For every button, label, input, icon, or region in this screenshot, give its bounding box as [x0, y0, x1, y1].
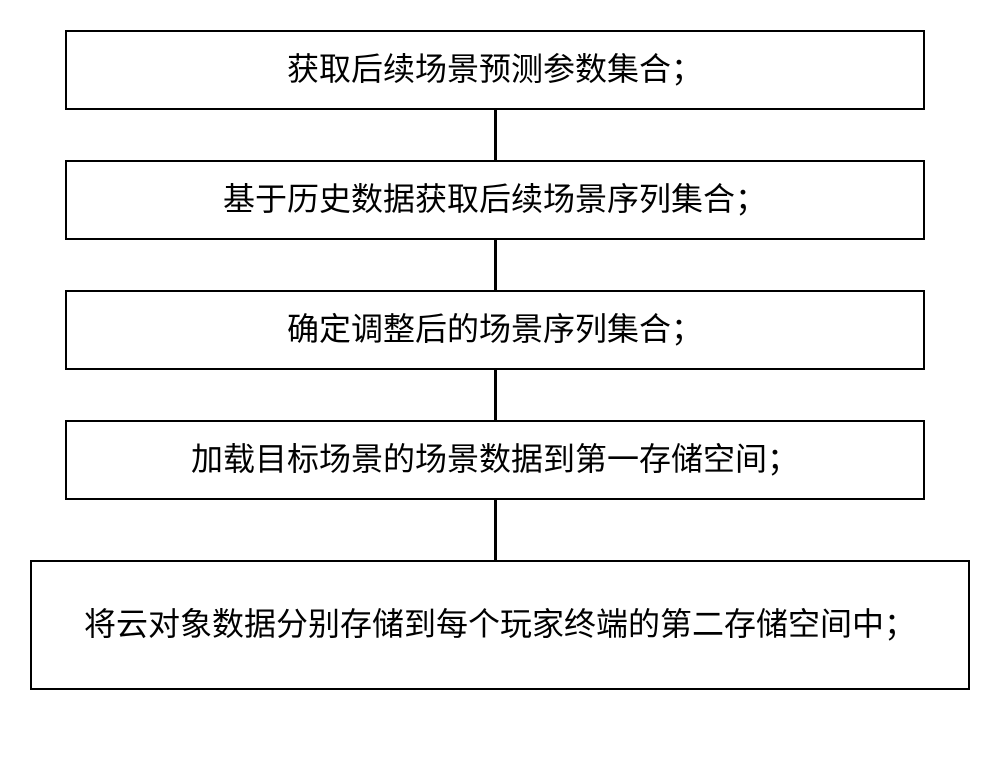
flow-edge-n4-n5: [494, 500, 497, 560]
flow-node-n1: 获取后续场景预测参数集合；: [65, 30, 925, 110]
flow-node-label: 基于历史数据获取后续场景序列集合；: [223, 179, 767, 221]
flow-node-n3: 确定调整后的场景序列集合；: [65, 290, 925, 370]
flow-edge-n2-n3: [494, 240, 497, 290]
flow-node-label: 加载目标场景的场景数据到第一存储空间；: [191, 439, 799, 481]
flow-edge-n3-n4: [494, 370, 497, 420]
flowchart-canvas: 获取后续场景预测参数集合； 基于历史数据获取后续场景序列集合； 确定调整后的场景序列…: [0, 0, 1000, 760]
flow-node-n4: 加载目标场景的场景数据到第一存储空间；: [65, 420, 925, 500]
flow-node-n5: 将云对象数据分别存储到每个玩家终端的第二存储空间中；: [30, 560, 970, 690]
flow-node-label: 将云对象数据分别存储到每个玩家终端的第二存储空间中；: [84, 604, 916, 646]
flow-node-label: 确定调整后的场景序列集合；: [287, 309, 703, 351]
flow-node-label: 获取后续场景预测参数集合；: [287, 49, 703, 91]
flow-edge-n1-n2: [494, 110, 497, 160]
flow-node-n2: 基于历史数据获取后续场景序列集合；: [65, 160, 925, 240]
